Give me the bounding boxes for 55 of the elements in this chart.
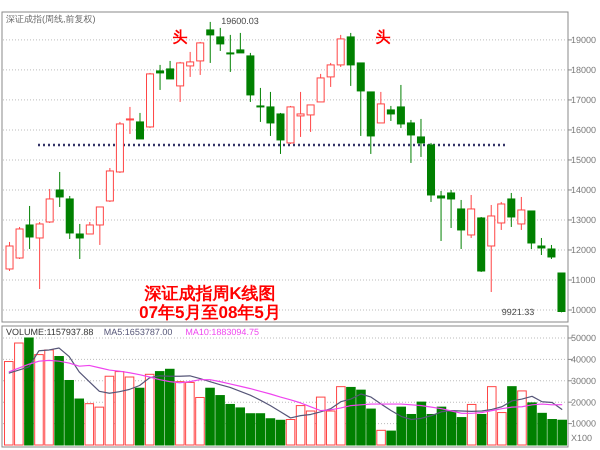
candlestick — [256, 87, 264, 122]
y-axis-title: X100 — [571, 433, 592, 443]
annotation: 19600.03 — [221, 16, 259, 26]
candlestick — [416, 118, 425, 158]
annotation: 头 — [172, 29, 188, 46]
candlestick — [26, 205, 34, 250]
candlestick — [56, 171, 64, 208]
y-tick-label: 15000 — [571, 155, 596, 166]
line-series — [8, 347, 563, 420]
candlestick — [457, 199, 466, 250]
candlestick — [206, 21, 214, 64]
annotation: 9921.33 — [502, 307, 534, 317]
annotation: 深证成指周K线图 — [143, 284, 276, 303]
annotation: 07年5月至08年5月 — [139, 303, 281, 322]
bar — [24, 337, 34, 446]
y-tick-label: 17000 — [571, 95, 596, 106]
bar — [466, 404, 476, 446]
y-tick-label: 40000 — [571, 354, 596, 365]
y-tick-label: 19000 — [571, 35, 596, 46]
y-tick-label: 14000 — [571, 185, 596, 196]
y-tick-label: 11000 — [571, 275, 596, 286]
annotation: 头 — [376, 29, 390, 46]
y-tick-label: 16000 — [571, 125, 596, 136]
bar — [517, 390, 527, 446]
text: MA10:1883094.75 — [185, 327, 259, 337]
text: MA5:1653787.00 — [104, 327, 172, 337]
y-tick-label: 50000 — [571, 333, 596, 344]
candlestick — [216, 27, 224, 52]
y-tick-label: 30000 — [571, 376, 596, 386]
candlestick — [156, 64, 164, 90]
y-tick-label: 13000 — [571, 215, 596, 226]
y-tick-label: 12000 — [571, 245, 596, 256]
y-tick-label: 10000 — [571, 418, 596, 429]
candlestick — [76, 223, 84, 260]
candlestick — [126, 106, 134, 134]
candlestick — [266, 91, 274, 136]
line-series — [8, 360, 563, 414]
candlestick — [507, 192, 516, 228]
candlestick — [517, 196, 526, 230]
candlestick — [537, 237, 546, 256]
candlestick — [437, 190, 446, 242]
bar — [476, 414, 486, 446]
candlestick — [296, 91, 305, 138]
bar — [507, 386, 517, 446]
candlestick — [487, 204, 496, 292]
y-tick-label: 10000 — [571, 305, 596, 316]
y-tick-label: 18000 — [571, 65, 596, 76]
y-tick-label: 20000 — [571, 397, 596, 408]
bar — [376, 430, 386, 446]
bar — [144, 374, 154, 446]
bar — [134, 388, 144, 446]
chart-title: 深证成指(周线,前复权) — [6, 14, 96, 24]
series-label: VOLUME:1157937.88 — [6, 327, 94, 337]
candlestick — [226, 34, 234, 72]
candlestick — [186, 51, 194, 78]
